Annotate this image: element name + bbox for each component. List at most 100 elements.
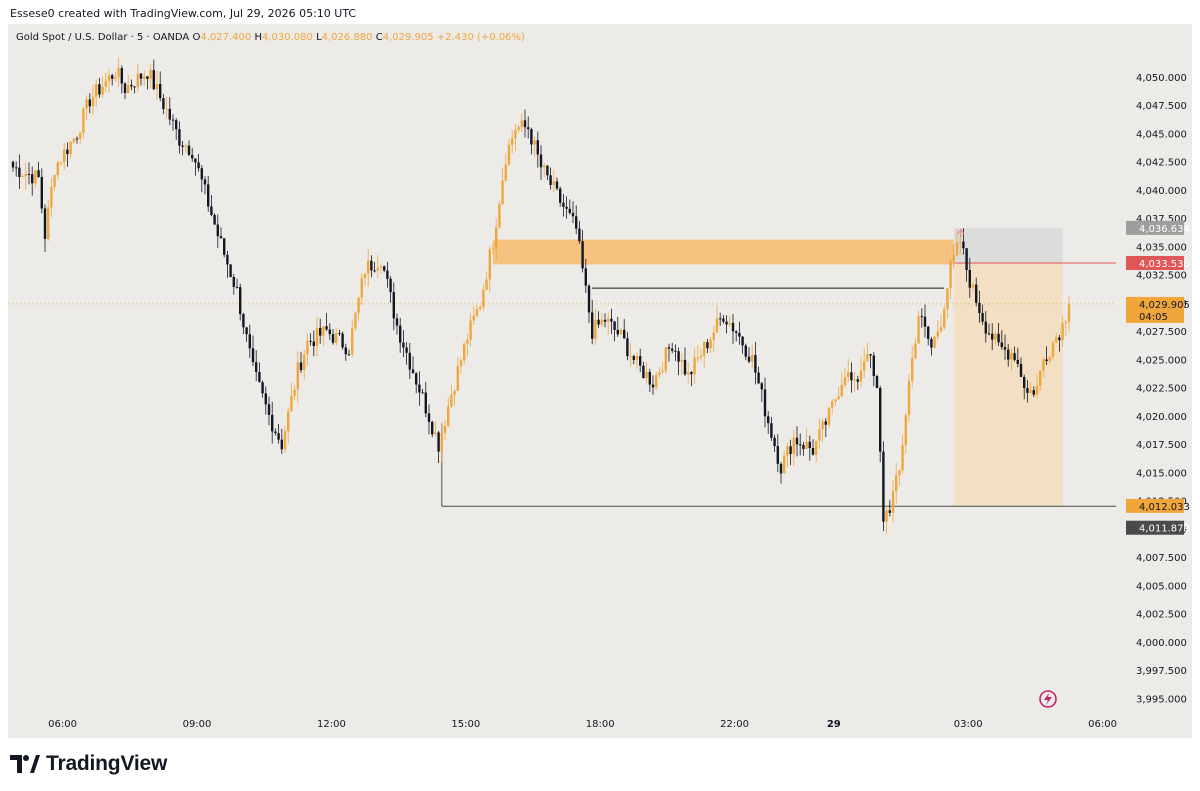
ohlc-open-label: O <box>192 32 201 43</box>
ohlc-high-label: H <box>254 32 262 43</box>
candle-body <box>463 343 466 361</box>
candle-body <box>501 180 504 205</box>
candle-body <box>95 84 98 97</box>
candle-body <box>642 365 645 379</box>
candle-body <box>15 167 18 169</box>
candle-body <box>130 84 133 87</box>
candle-body <box>37 170 40 177</box>
candle-body <box>194 158 197 163</box>
candle-body <box>888 510 891 513</box>
candle-body <box>472 315 475 321</box>
candle-body <box>181 145 184 147</box>
y-tick-label: 4,022.500 <box>1136 384 1187 395</box>
candle-body <box>24 173 27 177</box>
candle-body <box>187 145 191 155</box>
candle-body <box>607 318 610 322</box>
candle-body <box>258 371 261 383</box>
candle-body <box>703 342 706 356</box>
stop-price-badge-bg[interactable] <box>1126 220 1184 235</box>
candle-body <box>40 176 43 209</box>
candle-body <box>859 370 863 382</box>
candle-body <box>98 84 101 95</box>
candle-body <box>232 276 235 287</box>
symbol-name[interactable]: Gold Spot / U.S. Dollar · 5 · OANDA <box>16 32 190 43</box>
candle-body <box>248 334 251 349</box>
candle-body <box>504 164 507 181</box>
candle-body <box>75 138 79 140</box>
candle-body <box>1013 353 1016 360</box>
target-price-badge-bg[interactable] <box>1126 498 1184 513</box>
x-tick-label: 03:00 <box>954 719 983 730</box>
candle-body <box>981 313 984 322</box>
candle-body <box>677 351 680 362</box>
price-chart-svg[interactable]: 4,050.000 4,047.500 4,045.000 4,042.500 4,04… <box>8 24 1192 738</box>
candle-body <box>539 154 543 168</box>
supply-zone-rect[interactable] <box>493 239 954 265</box>
candle-body <box>299 362 303 371</box>
candle-body <box>731 322 735 332</box>
candle-body <box>322 326 325 336</box>
candle-body <box>405 347 408 353</box>
candle-body <box>1061 323 1064 341</box>
candle-body <box>728 322 731 325</box>
candle-body <box>168 108 171 120</box>
y-tick-label: 4,027.500 <box>1136 327 1187 338</box>
candle-body <box>991 333 994 340</box>
target-zone-box[interactable] <box>953 262 1063 506</box>
low-price-badge-bg[interactable] <box>1126 520 1184 535</box>
candle-body <box>517 126 520 130</box>
candle-body <box>626 338 629 357</box>
stop-zone-box[interactable] <box>953 227 1063 263</box>
candle-body <box>738 332 741 337</box>
candle-body <box>376 267 379 271</box>
candle-body <box>527 127 530 130</box>
candle-body <box>610 318 613 322</box>
lightning-icon[interactable] <box>1039 690 1057 708</box>
candle-body <box>779 463 783 474</box>
candle-body <box>565 206 568 209</box>
chart-pane[interactable]: Gold Spot / U.S. Dollar · 5 · OANDA O4,0… <box>8 24 1192 738</box>
candle-body <box>1058 337 1061 341</box>
candle-body <box>696 357 699 359</box>
y-tick-label: 4,032.500 <box>1136 271 1187 282</box>
last-price-badge-bg[interactable] <box>1126 296 1184 323</box>
tradingview-footer-logo[interactable]: TradingView <box>10 752 167 776</box>
tradingview-wordmark: TradingView <box>46 752 168 775</box>
candle-body <box>101 86 104 95</box>
x-tick-label: 09:00 <box>183 719 212 730</box>
entry-price-badge-bg[interactable] <box>1126 255 1184 270</box>
candle-body <box>837 396 840 400</box>
candle-body <box>427 413 431 422</box>
ohlc-low-value: 4,026.880 <box>321 32 373 43</box>
candle-body <box>271 414 274 432</box>
candle-body <box>715 318 719 333</box>
candle-body <box>827 407 831 425</box>
candle-body <box>635 356 639 360</box>
candle-body <box>283 431 287 450</box>
candle-body <box>968 270 971 288</box>
candle-body <box>802 445 805 449</box>
candle-body <box>840 384 843 397</box>
x-tick-label: 15:00 <box>451 719 480 730</box>
candle-body <box>411 369 415 374</box>
candle-body <box>843 377 847 385</box>
candle-body <box>443 425 447 434</box>
candle-body <box>1067 303 1071 322</box>
candle-body <box>1055 337 1058 343</box>
candle-body <box>754 354 757 373</box>
candle-body <box>1048 357 1051 362</box>
candle-body <box>27 173 31 175</box>
candle-body <box>392 292 395 319</box>
candle-body <box>389 278 392 293</box>
candle-body <box>923 316 927 327</box>
candle-body <box>184 145 187 147</box>
candle-body <box>331 334 335 343</box>
candle-body <box>555 181 559 189</box>
candle-body <box>216 224 219 237</box>
candle-body <box>469 320 472 340</box>
candle-body <box>575 216 578 229</box>
y-tick-label: 4,035.000 <box>1136 242 1187 253</box>
price-axis[interactable] <box>1116 24 1192 738</box>
candle-body <box>987 333 991 335</box>
candle-body <box>578 228 581 242</box>
